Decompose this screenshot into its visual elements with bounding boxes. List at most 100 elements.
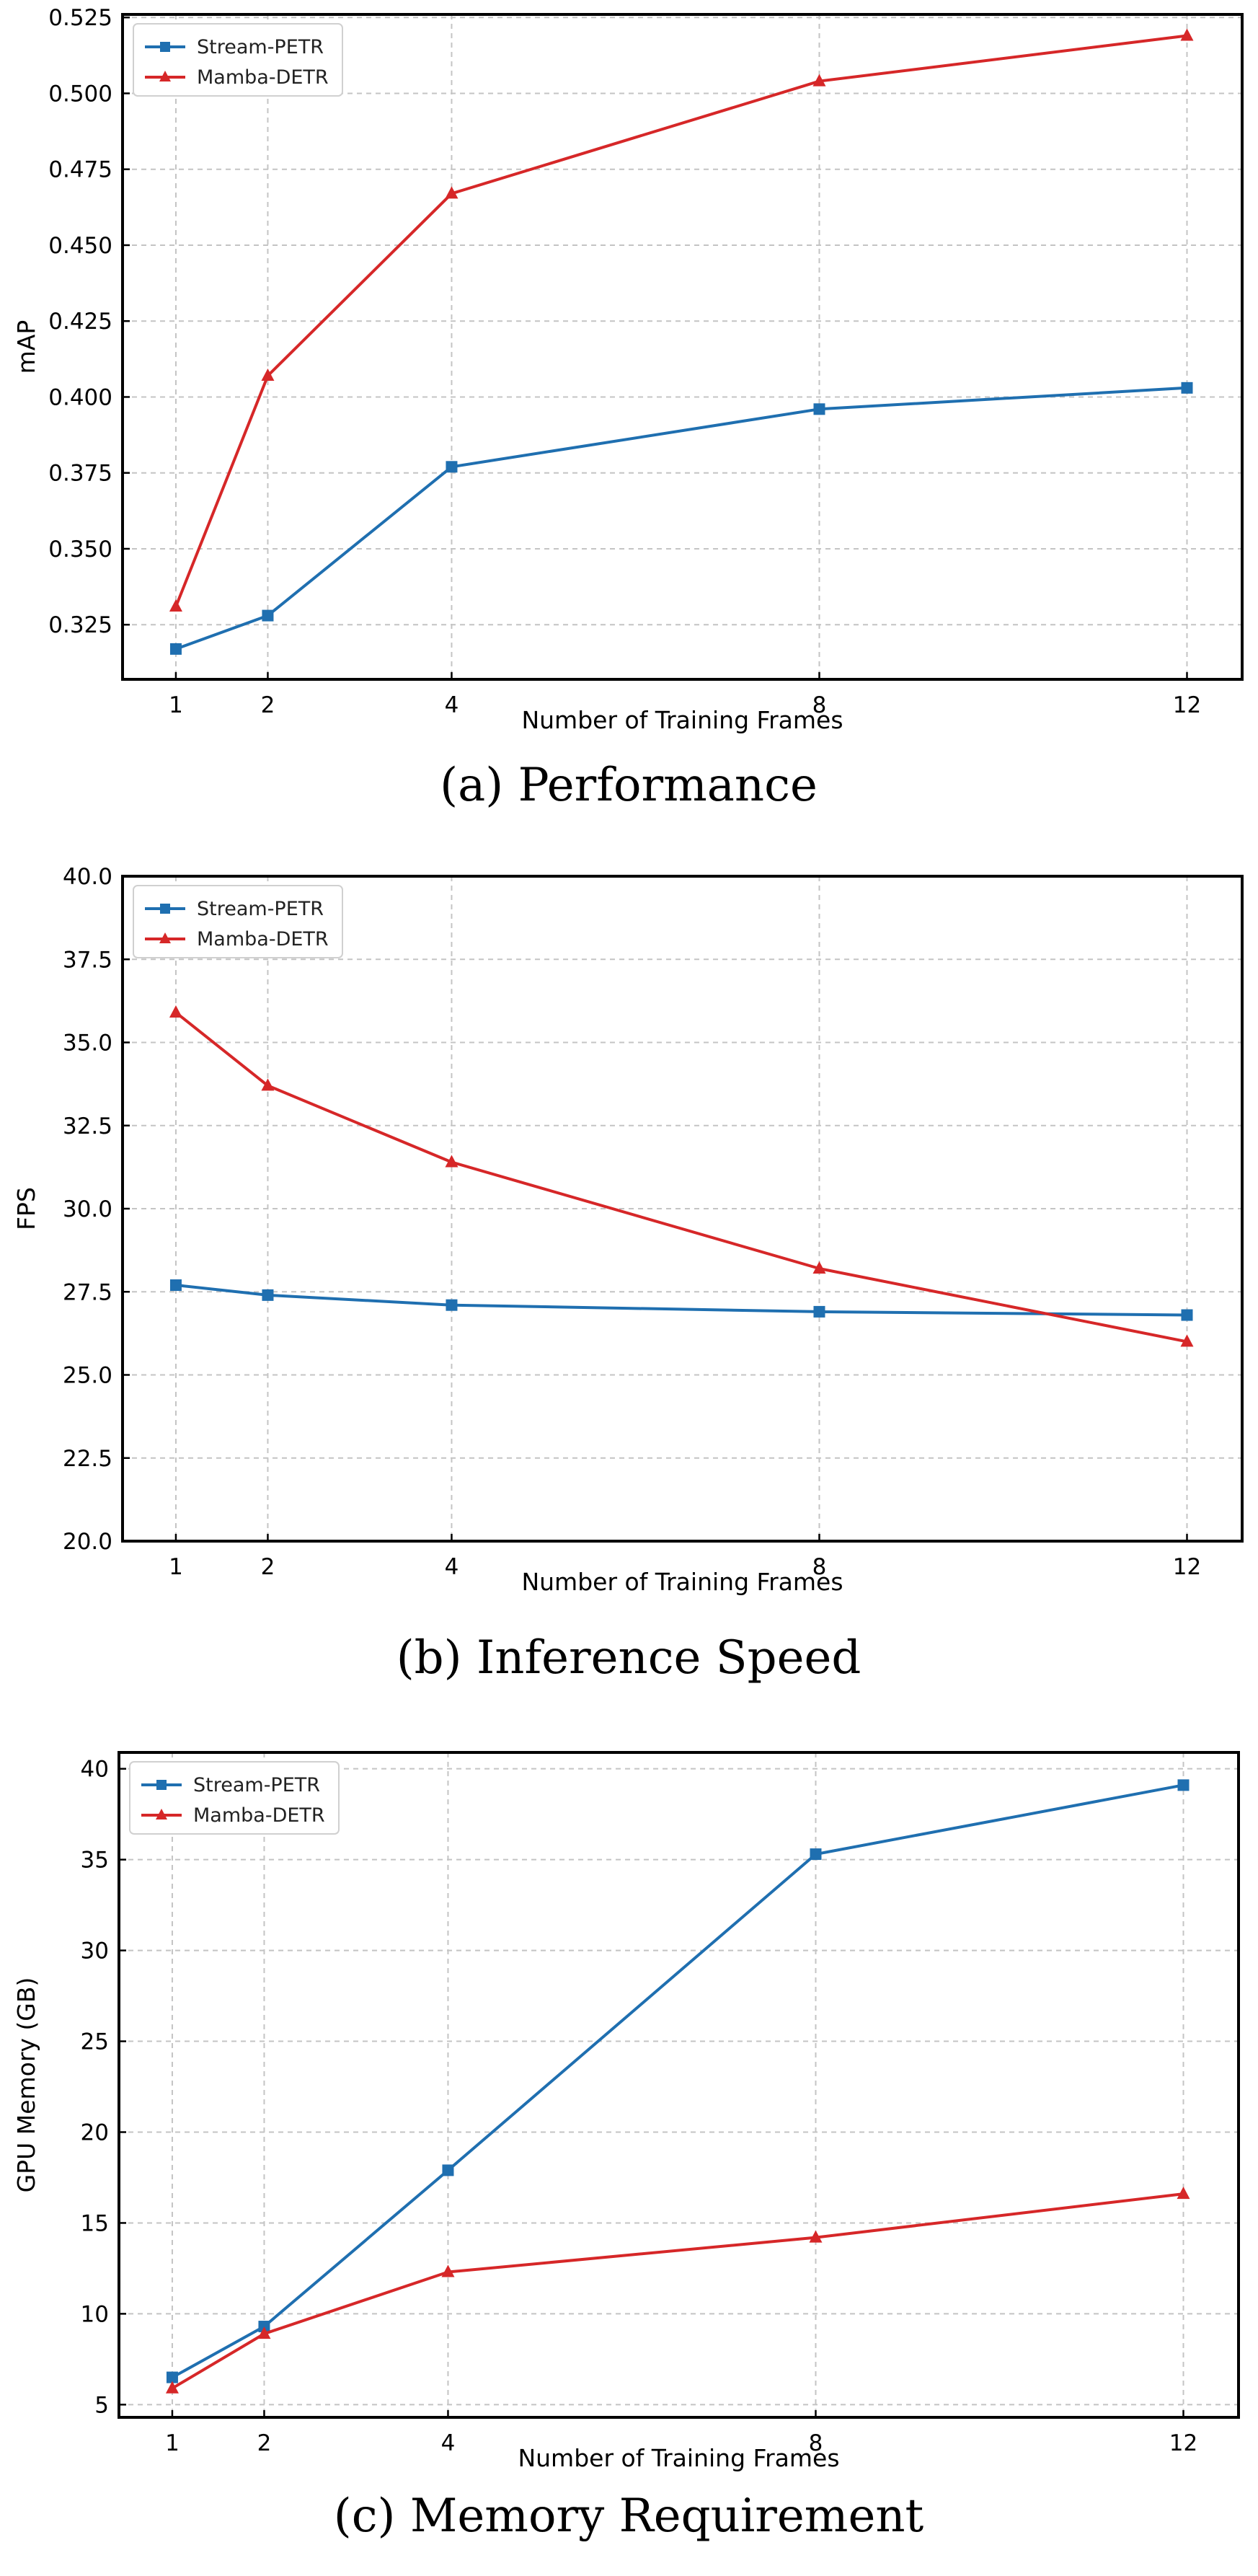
y-tick-label: 20 — [81, 2120, 109, 2145]
data-point-square — [446, 1299, 458, 1311]
series-mamba-detr — [169, 28, 1194, 612]
data-point-triangle — [809, 2230, 823, 2243]
data-point-square — [169, 1279, 182, 1292]
x-tick-label: 2 — [261, 692, 275, 718]
y-tick-label: 30 — [81, 1938, 109, 1964]
plot-frame — [121, 13, 1244, 681]
x-axis-label: Number of Training Frames — [521, 706, 843, 734]
x-tick-label: 4 — [445, 692, 459, 718]
plot-frame — [121, 875, 1244, 1543]
legend-marker-square — [160, 42, 170, 52]
x-tick-label: 4 — [445, 1554, 459, 1580]
data-point-triangle — [165, 2381, 179, 2394]
y-tick-label: 0.475 — [48, 157, 112, 183]
y-tick-label: 0.400 — [48, 384, 112, 410]
x-tick-label: 1 — [169, 1554, 183, 1580]
legend: Stream-PETR Mamba-DETR — [133, 23, 343, 97]
data-point-square — [813, 1305, 825, 1318]
y-tick-label: 30.0 — [63, 1196, 112, 1222]
y-tick-label: 0.325 — [48, 612, 112, 638]
data-point-triangle — [169, 599, 182, 612]
data-point-square — [258, 2321, 270, 2333]
y-axis-label: GPU Memory (GB) — [12, 1977, 40, 2193]
x-axis-label: Number of Training Frames — [518, 2444, 839, 2472]
chart-caption: (b) Inference Speed — [397, 1631, 861, 1685]
data-point-square — [262, 1289, 274, 1301]
x-tick-label: 2 — [261, 1554, 275, 1580]
legend-label: Mamba-DETR — [197, 928, 329, 950]
data-point-square — [442, 2164, 454, 2176]
x-tick-label: 12 — [1173, 1554, 1201, 1580]
y-tick-label: 22.5 — [63, 1446, 112, 1472]
legend-marker-square — [160, 904, 170, 914]
legend-label: Mamba-DETR — [193, 1804, 325, 1827]
legend-marker-triangle — [156, 1809, 167, 1819]
legend-label: Stream-PETR — [197, 898, 324, 920]
series-line — [172, 1783, 1184, 2379]
y-tick-label: 0.375 — [48, 461, 112, 487]
data-point-square — [166, 2371, 178, 2383]
y-tick-label: 35 — [81, 1848, 109, 1874]
grid-lines — [123, 14, 1242, 679]
data-point-square — [1177, 1779, 1190, 1791]
grid-lines — [123, 875, 1242, 1542]
data-point-triangle — [169, 1005, 182, 1018]
series-stream-petr — [169, 1279, 1193, 1321]
series-stream-petr — [169, 381, 1193, 655]
data-point-square — [1181, 381, 1193, 394]
x-axis-label: Number of Training Frames — [521, 1568, 843, 1596]
x-tick-label: 8 — [809, 2430, 823, 2456]
data-point-triangle — [445, 186, 459, 199]
chart-inference-speed: 1 2 4 8 1220.022.525.027.530.032.535.037.540… — [12, 864, 1244, 1685]
series-mamba-detr — [165, 2187, 1190, 2394]
y-tick-label: 32.5 — [63, 1113, 112, 1139]
y-tick-label: 20.0 — [63, 1529, 112, 1555]
y-tick-label: 37.5 — [63, 947, 112, 973]
y-tick-label: 27.5 — [63, 1279, 112, 1305]
data-point-triangle — [812, 74, 826, 87]
y-tick-label: 0.425 — [48, 309, 112, 335]
y-tick-label: 25 — [81, 2029, 109, 2055]
data-point-square — [813, 403, 825, 415]
data-point-triangle — [261, 1078, 275, 1091]
y-tick-label: 40 — [81, 1757, 109, 1783]
series-stream-petr — [166, 1779, 1190, 2383]
data-point-square — [810, 1848, 822, 1861]
legend-label: Mamba-DETR — [197, 66, 329, 89]
legend-label: Stream-PETR — [193, 1774, 320, 1796]
grid-lines — [119, 1752, 1239, 2417]
legend-box — [133, 23, 343, 97]
data-point-triangle — [441, 2264, 455, 2277]
y-tick-label: 40.0 — [63, 864, 112, 890]
data-point-triangle — [257, 2326, 271, 2339]
legend-box — [133, 885, 343, 958]
y-tick-label: 0.525 — [48, 5, 112, 31]
series-line — [175, 386, 1187, 650]
y-axis-label: FPS — [12, 1187, 40, 1230]
y-tick-label: 35.0 — [63, 1031, 112, 1057]
chart-caption: (a) Performance — [440, 759, 818, 812]
legend: Stream-PETR Mamba-DETR — [133, 885, 343, 958]
legend-marker-triangle — [159, 71, 171, 81]
x-tick-label: 8 — [812, 1554, 827, 1580]
chart-performance: 1 2 4 8 120.3250.3500.3750.4000.4250.4500.47… — [12, 5, 1244, 812]
data-point-triangle — [1180, 1334, 1194, 1347]
data-point-triangle — [812, 1261, 826, 1274]
x-tick-label: 4 — [441, 2430, 456, 2456]
data-point-square — [1181, 1309, 1193, 1321]
x-tick-label: 12 — [1169, 2430, 1197, 2456]
data-point-triangle — [445, 1155, 459, 1168]
y-tick-label: 5 — [94, 2392, 109, 2418]
x-tick-label: 8 — [812, 692, 827, 718]
x-tick-label: 12 — [1173, 692, 1201, 718]
legend-marker-triangle — [159, 932, 171, 943]
y-axis-label: mAP — [12, 320, 40, 374]
chart-caption: (c) Memory Requirement — [334, 2489, 924, 2543]
legend-marker-square — [156, 1780, 167, 1790]
data-point-square — [262, 609, 274, 622]
x-tick-label: 1 — [169, 692, 183, 718]
data-point-square — [446, 461, 458, 473]
legend-label: Stream-PETR — [197, 36, 324, 58]
y-tick-label: 0.500 — [48, 81, 112, 107]
